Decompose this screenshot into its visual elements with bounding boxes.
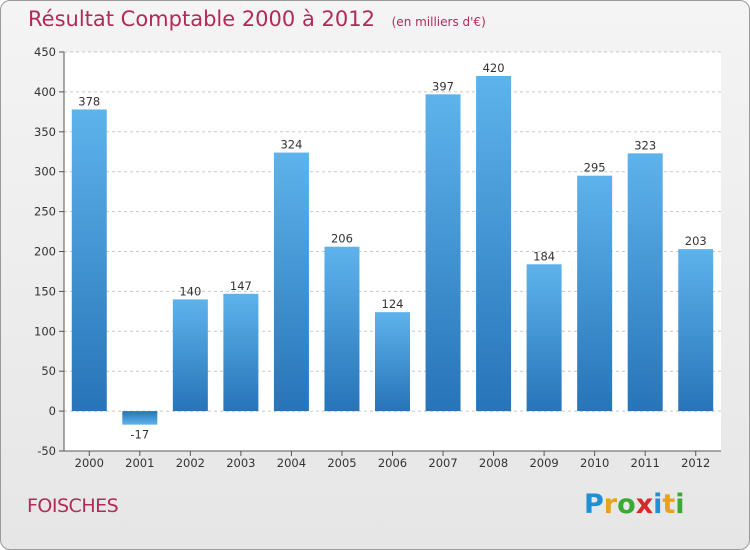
data-label: 184 [533, 249, 555, 263]
bar-2011 [627, 153, 663, 412]
data-label: 323 [634, 138, 656, 152]
x-tick-label: 2003 [226, 456, 255, 470]
bar-2010 [577, 175, 613, 412]
x-tick-label: 2001 [125, 456, 154, 470]
bar-2003 [223, 293, 259, 412]
y-tick-label: 50 [41, 364, 56, 378]
y-tick-label: 200 [34, 245, 56, 259]
chart-title: Résultat Comptable 2000 à 2012 (en milli… [28, 7, 486, 31]
bar-2007 [425, 94, 461, 412]
x-tick-label: 2000 [75, 456, 104, 470]
x-tick-label: 2004 [277, 456, 306, 470]
data-label: 397 [432, 79, 454, 93]
data-label: -17 [130, 428, 149, 442]
logo-letter: i [675, 489, 685, 520]
data-label: 420 [483, 61, 505, 75]
x-tick-label: 2012 [681, 456, 710, 470]
y-tick-label: 450 [34, 45, 56, 59]
axis-layer: -50 0 50 100 150 200 250 300 350 400 450 2000 2001 20… [34, 45, 721, 470]
chart-title-text: Résultat Comptable 2000 à 2012 [28, 7, 375, 31]
y-tick-label: 350 [34, 125, 56, 139]
logo-letter: i [653, 489, 663, 520]
data-label: 206 [331, 232, 353, 246]
x-tick-label: 2009 [529, 456, 558, 470]
bar-2001 [122, 411, 158, 425]
x-tick-label: 2007 [428, 456, 457, 470]
logo-letter: r [603, 489, 618, 520]
logo-letter: P [584, 489, 604, 520]
bar-2004 [273, 152, 309, 412]
x-tick-label: 2006 [378, 456, 407, 470]
logo-letter: t [662, 489, 676, 520]
data-label: 147 [230, 279, 252, 293]
bar-layer [71, 75, 714, 425]
x-tick-label: 2008 [479, 456, 508, 470]
logo-letter: x [635, 489, 654, 520]
data-label: 124 [382, 297, 404, 311]
y-tick-label: 0 [49, 404, 56, 418]
y-tick-label: -50 [37, 444, 56, 458]
bar-2009 [526, 264, 562, 412]
data-label: 203 [685, 234, 707, 248]
y-tick-label: 250 [34, 205, 56, 219]
data-label: 324 [280, 138, 302, 152]
data-label: 295 [584, 161, 606, 175]
y-tick-label: 100 [34, 324, 56, 338]
x-tick-label: 2002 [176, 456, 205, 470]
chart-subtitle: (en milliers d'€) [391, 15, 486, 29]
bar-2006 [375, 312, 410, 412]
commune-name: FOISCHES [27, 495, 119, 517]
x-tick-label: 2005 [327, 456, 356, 470]
y-tick-label: 300 [34, 165, 56, 179]
bar-2002 [172, 299, 208, 412]
bar-2012 [678, 249, 714, 412]
bar-2005 [324, 246, 360, 412]
x-tick-label: 2011 [631, 456, 660, 470]
bar-2000 [71, 109, 107, 412]
data-label: 378 [78, 94, 100, 108]
logo-letter: o [617, 489, 636, 520]
y-tick-label: 150 [34, 284, 56, 298]
label-layer: 378 -17 140 147 324 206 124 397 420 184 295 323 203 [78, 61, 706, 442]
y-tick-label: 400 [34, 85, 56, 99]
bar-2008 [476, 75, 512, 412]
data-label: 140 [179, 284, 201, 298]
proxiti-logo: Proxiti [584, 489, 685, 520]
x-tick-label: 2010 [580, 456, 609, 470]
